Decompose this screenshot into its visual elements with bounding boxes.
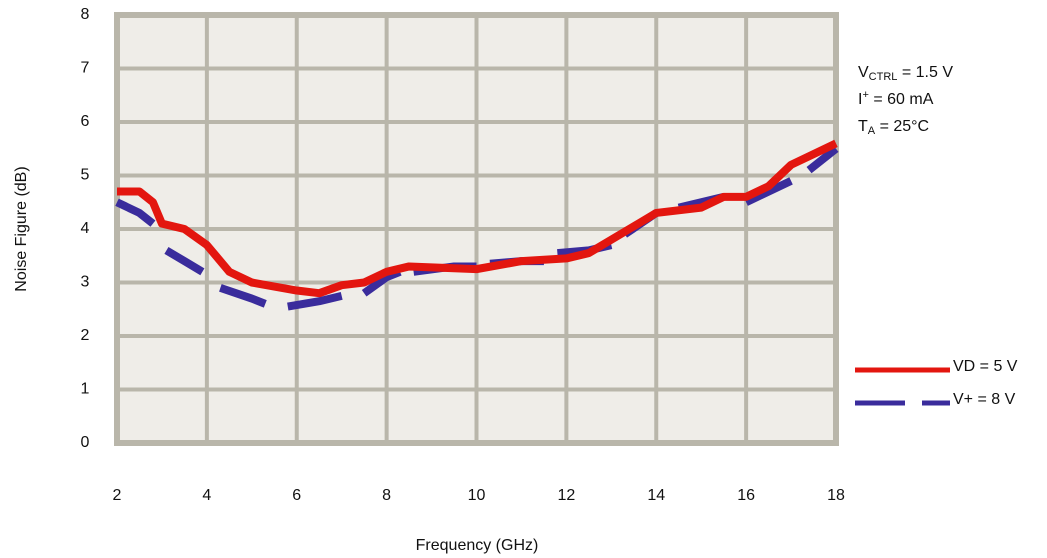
annotation-part: CTRL xyxy=(869,71,898,83)
annotation-part: + xyxy=(862,89,868,101)
y-tick-label: 4 xyxy=(81,220,90,237)
x-tick-label: 4 xyxy=(202,487,211,504)
y-tick-label: 0 xyxy=(81,434,90,451)
annotation: I+ = 60 mA xyxy=(858,89,934,108)
y-tick-label: 6 xyxy=(81,113,90,130)
legend-label: V+ = 8 V xyxy=(953,391,1016,408)
y-axis-label: Noise Figure (dB) xyxy=(13,166,30,291)
y-tick-label: 2 xyxy=(81,327,90,344)
x-tick-label: 16 xyxy=(737,487,755,504)
annotation-part: V xyxy=(858,64,869,81)
annotation-part: A xyxy=(868,125,876,137)
annotation-part: = 25°C xyxy=(875,118,929,135)
y-tick-label: 1 xyxy=(81,381,90,398)
y-tick-label: 8 xyxy=(81,6,90,23)
y-tick-label: 5 xyxy=(81,167,90,184)
y-tick-label: 7 xyxy=(81,60,90,77)
annotation: TA = 25°C xyxy=(858,118,929,137)
x-tick-label: 2 xyxy=(113,487,122,504)
plot-border xyxy=(114,12,839,446)
annotation: VCTRL = 1.5 V xyxy=(858,64,953,83)
x-tick-label: 14 xyxy=(647,487,665,504)
x-axis-label: Frequency (GHz) xyxy=(416,537,539,554)
annotation-part: = 60 mA xyxy=(869,91,934,108)
x-tick-label: 8 xyxy=(382,487,391,504)
x-tick-label: 10 xyxy=(468,487,486,504)
x-tick-label: 18 xyxy=(827,487,845,504)
annotation-part: T xyxy=(858,118,868,135)
annotation-part: I xyxy=(858,91,862,108)
legend-label: VD = 5 V xyxy=(953,358,1018,375)
y-tick-label: 3 xyxy=(81,274,90,291)
annotation-part: = 1.5 V xyxy=(897,64,953,81)
data-line xyxy=(117,139,838,298)
x-tick-label: 12 xyxy=(557,487,575,504)
x-tick-label: 6 xyxy=(292,487,301,504)
